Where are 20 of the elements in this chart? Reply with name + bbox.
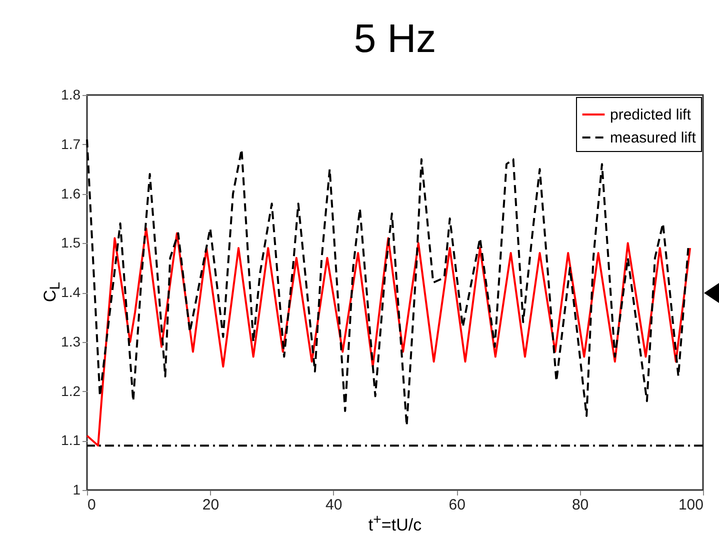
line-series bbox=[86, 227, 692, 447]
x-tick-label: 20 bbox=[202, 496, 220, 514]
y-tick-label: 1.4 bbox=[61, 284, 81, 300]
x-tick-label: 100 bbox=[678, 496, 704, 514]
y-tick-label: 1 bbox=[72, 482, 81, 498]
x-axis-title: t$^{+}$=tU/c bbox=[368, 512, 422, 536]
y-tick-label: 1.8 bbox=[61, 86, 81, 102]
x-tick-label: 80 bbox=[572, 496, 589, 514]
y-tick-label: 1.2 bbox=[61, 382, 81, 399]
x-tick-label: 0 bbox=[88, 496, 96, 514]
legend-label: predicted lift bbox=[610, 106, 692, 124]
y-tick-label: 1.6 bbox=[61, 185, 81, 202]
y-tick-label: 1.3 bbox=[61, 333, 81, 350]
legend-label: measured lift bbox=[610, 130, 697, 146]
x-tick-label: 60 bbox=[448, 496, 466, 514]
y-tick-label: 1.7 bbox=[61, 136, 81, 152]
x-tick-label: 40 bbox=[326, 496, 342, 514]
chart-title: 5 Hz bbox=[354, 17, 436, 61]
y-tick-label: 1.5 bbox=[61, 234, 81, 251]
y-tick-label: 1.1 bbox=[61, 432, 81, 448]
